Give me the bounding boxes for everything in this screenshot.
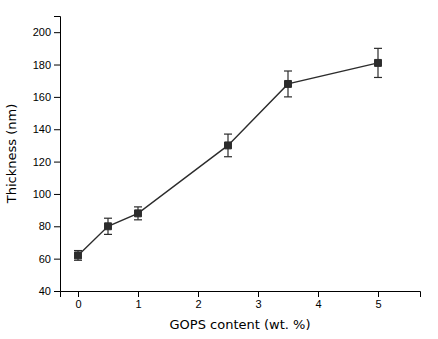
x-tick-label: 4 xyxy=(315,298,321,310)
y-tick-mark xyxy=(54,226,60,227)
chart: 0 1 2 3 4 5 40 60 80 100 120 140 160 180 200 GOPS conte… xyxy=(0,0,438,339)
x-tick: 1 xyxy=(135,291,141,310)
y-tick-label: 160 xyxy=(33,91,51,103)
y-axis-line xyxy=(54,17,61,292)
error-bar-cap xyxy=(284,96,292,97)
x-tick-mark xyxy=(258,291,259,297)
error-bar-cap xyxy=(374,77,382,78)
x-tick-mark xyxy=(318,291,319,297)
error-bar-cap xyxy=(224,133,232,134)
x-tick-mark xyxy=(378,291,379,297)
y-tick-label: 80 xyxy=(39,220,51,232)
x-tick-label: 0 xyxy=(75,298,81,310)
y-tick-label: 140 xyxy=(33,123,51,135)
x-tick-mark xyxy=(78,291,79,297)
marker xyxy=(75,252,82,259)
error-bar-cap xyxy=(134,219,142,220)
error-bar-cap xyxy=(284,70,292,71)
error-bar-cap xyxy=(104,218,112,219)
x-tick-label: 1 xyxy=(135,298,141,310)
x-axis-title: GOPS content (wt. %) xyxy=(170,317,311,332)
y-tick-mark xyxy=(54,129,60,130)
x-tick-label: 5 xyxy=(375,298,381,310)
error-bar xyxy=(134,207,142,220)
y-tick-mark xyxy=(54,259,60,260)
x-tick: 2 xyxy=(195,291,201,310)
data xyxy=(74,48,382,260)
y-tick-mark xyxy=(54,291,60,292)
y-tick-mark xyxy=(54,32,60,33)
x-axis-line xyxy=(61,292,421,298)
marker xyxy=(225,142,232,149)
y-tick: 80 xyxy=(39,220,60,232)
plot: 0 1 2 3 4 5 40 60 80 100 120 140 160 180 200 xyxy=(33,17,421,310)
y-tick-label: 200 xyxy=(33,26,51,38)
error-bar-cap xyxy=(74,260,82,261)
y-tick: 180 xyxy=(33,59,60,71)
x-tick: 4 xyxy=(315,291,321,310)
y-tick-mark xyxy=(54,194,60,195)
y-tick: 160 xyxy=(33,91,60,103)
series xyxy=(74,48,382,260)
y-tick-mark xyxy=(54,162,60,163)
x-tick: 3 xyxy=(255,291,261,310)
x-tick: 0 xyxy=(75,291,81,310)
error-bar-cap xyxy=(74,250,82,251)
x-tick-mark xyxy=(198,291,199,297)
y-axis: 40 60 80 100 120 140 160 180 200 xyxy=(33,17,61,298)
y-tick: 100 xyxy=(33,188,60,200)
x-tick: 5 xyxy=(375,291,381,310)
x-tick-label: 3 xyxy=(255,298,261,310)
y-tick-mark xyxy=(54,97,60,98)
error-bar-cap xyxy=(224,156,232,157)
error-bar xyxy=(374,48,382,77)
y-tick-mark xyxy=(54,65,60,66)
y-tick-label: 100 xyxy=(33,188,51,200)
y-tick-label: 40 xyxy=(39,285,51,297)
y-tick-label: 120 xyxy=(33,156,51,168)
error-bar-cap xyxy=(104,234,112,235)
marker xyxy=(375,59,382,66)
marker xyxy=(135,210,142,217)
line xyxy=(78,63,378,256)
error-bar-cap xyxy=(134,206,142,207)
y-tick: 120 xyxy=(33,156,60,168)
marker xyxy=(285,80,292,87)
x-axis: 0 1 2 3 4 5 xyxy=(61,291,421,310)
x-tick-mark xyxy=(138,291,139,297)
y-tick: 200 xyxy=(33,26,60,38)
y-tick: 40 xyxy=(39,285,60,297)
y-tick-label: 60 xyxy=(39,253,51,265)
y-tick: 60 xyxy=(39,253,60,265)
error-bar xyxy=(104,218,112,234)
error-bar xyxy=(284,71,292,97)
y-tick-label: 180 xyxy=(33,59,51,71)
marker xyxy=(105,223,112,230)
x-tick-label: 2 xyxy=(195,298,201,310)
error-bar xyxy=(74,251,82,261)
y-tick: 140 xyxy=(33,123,60,135)
y-axis-title: Thickness (nm) xyxy=(4,104,19,204)
error-bar-cap xyxy=(374,48,382,49)
error-bar xyxy=(224,134,232,157)
